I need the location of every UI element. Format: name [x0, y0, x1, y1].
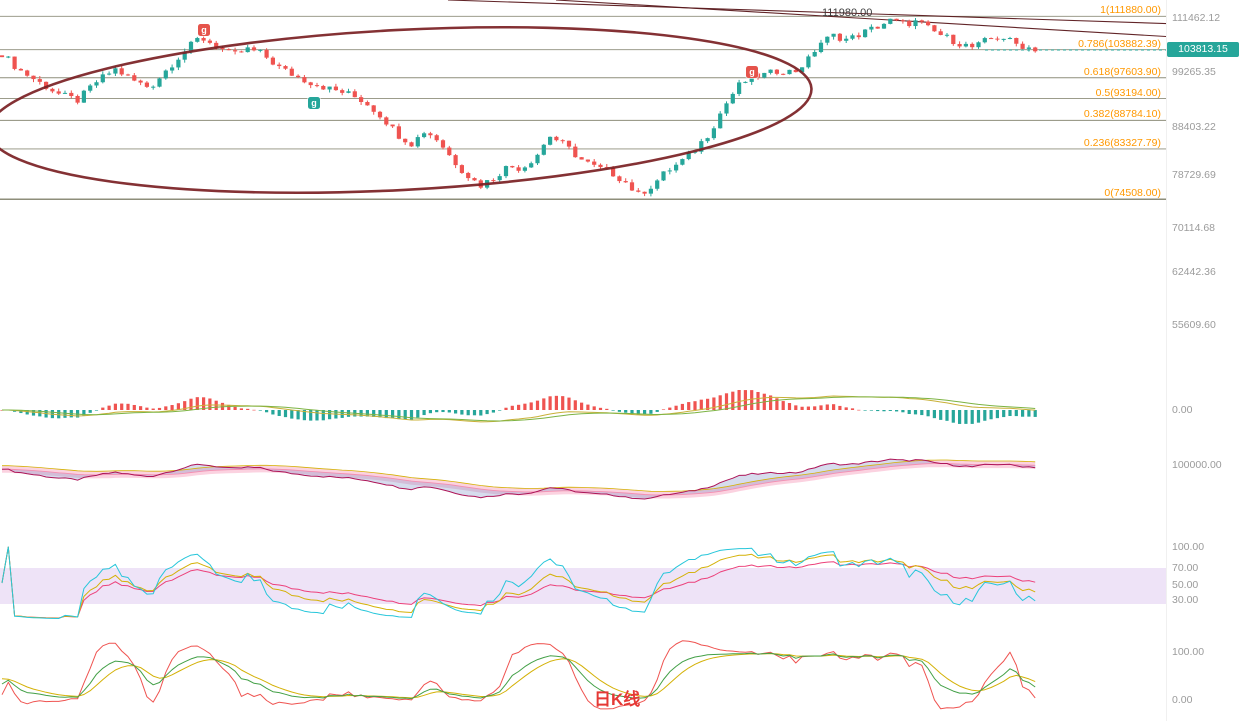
axis-separator: [1166, 0, 1167, 721]
current-price-badge: 103813.15: [1167, 42, 1239, 58]
axis-tick: 99265.35: [1172, 66, 1216, 78]
fib-label: 0(74508.00): [1104, 187, 1161, 200]
axis-tick: 70114.68: [1172, 222, 1216, 234]
order-marker[interactable]: g: [746, 66, 758, 78]
axis-tick: 62442.36: [1172, 266, 1216, 278]
order-marker[interactable]: g: [308, 97, 320, 109]
fib-label: 0.382(88784.10): [1083, 108, 1161, 121]
peak-price-label: 111980.00: [822, 7, 873, 19]
axis-tick: 78729.69: [1172, 169, 1216, 181]
fib-label: 1(111880.00): [1100, 4, 1161, 17]
axis-tick: 100.00: [1172, 541, 1205, 553]
axis-tick: 30.00: [1172, 594, 1199, 606]
fib-label: 0.618(97603.90): [1083, 65, 1161, 78]
axis-tick: 111462.12: [1172, 12, 1221, 24]
axis-tick: 70.00: [1172, 562, 1199, 574]
axis-tick: 88403.22: [1172, 121, 1216, 133]
axis-tick: 55609.60: [1172, 319, 1216, 331]
axis-tick: 100.00: [1172, 646, 1205, 658]
axis-tick: 100000.00: [1172, 459, 1222, 471]
axis-tick: 50.00: [1172, 579, 1199, 591]
axis-tick: 0.00: [1172, 694, 1193, 706]
order-marker[interactable]: g: [198, 24, 210, 36]
fib-label: 0.5(93194.00): [1095, 86, 1161, 99]
fib-label: 0.236(83327.79): [1083, 136, 1161, 149]
price-axis[interactable]: [1166, 0, 1241, 721]
chart-title: 日K线: [594, 690, 641, 709]
fib-label: 0.786(103882.39): [1078, 37, 1161, 50]
axis-tick: 0.00: [1172, 404, 1193, 416]
